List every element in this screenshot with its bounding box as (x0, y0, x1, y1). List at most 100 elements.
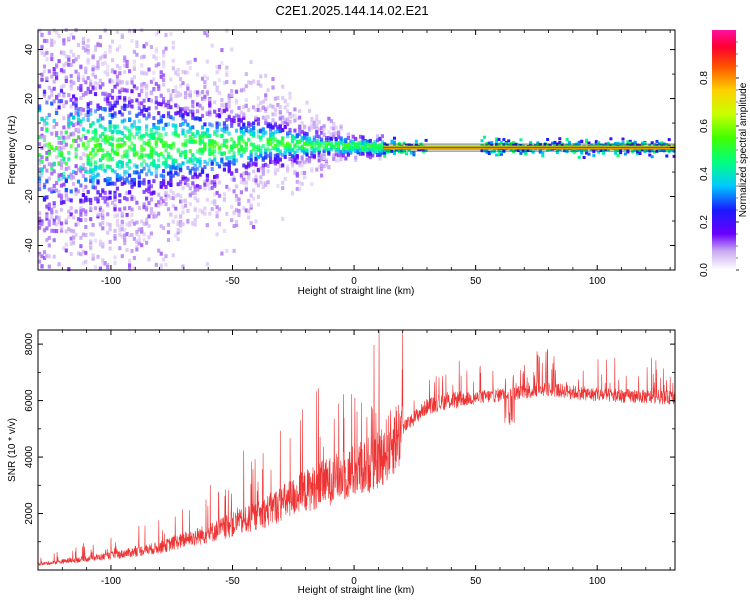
spectrogram-cell (166, 164, 171, 169)
spectrogram-cell (183, 149, 188, 154)
spectrogram-cell (98, 239, 102, 244)
spectrogram-cell (47, 85, 51, 90)
spectrogram-cell (339, 140, 343, 145)
x-tick-label: 50 (470, 576, 482, 587)
spectrogram-cell (222, 121, 226, 126)
spectrogram-cell (118, 165, 122, 170)
spectrogram-cell (298, 125, 302, 130)
spectrogram-cell (249, 122, 253, 127)
spectrogram-cell (110, 147, 115, 152)
spectrogram-cell (264, 180, 268, 185)
spectrogram-cell (152, 77, 156, 82)
spectrogram-cell (225, 80, 229, 84)
spectrogram-cell (234, 158, 239, 163)
spectrogram-cell (551, 141, 554, 145)
spectrogram-cell (582, 148, 586, 152)
spectrogram-cell (286, 134, 290, 139)
spectrogram-cell (179, 163, 183, 168)
spectrogram-cell (120, 181, 124, 186)
spectrogram-cell (254, 150, 258, 154)
spectrogram-cell (303, 150, 307, 155)
spectrogram-cell (230, 120, 234, 125)
spectrogram-cell (230, 172, 234, 176)
spectrogram-cell (203, 147, 207, 152)
spectrogram-cell (213, 109, 217, 114)
spectrogram-cell (322, 141, 326, 146)
spectrogram-cell (203, 97, 207, 102)
spectrogram-cell (565, 138, 569, 141)
spectrogram-cell (123, 227, 127, 232)
spectrogram-cell (587, 141, 591, 145)
spectrogram-cell (103, 107, 107, 112)
spectrogram-cell (237, 151, 241, 156)
spectrogram-cell (76, 78, 81, 82)
spectrogram-cell (115, 100, 119, 105)
spectrogram-cell (174, 233, 178, 238)
spectrogram-cell (244, 141, 248, 146)
spectrogram-cell (115, 82, 119, 87)
spectrogram-cell (196, 184, 200, 189)
spectrogram-cell (264, 130, 268, 135)
spectrogram-cell (142, 113, 146, 118)
spectrogram-cell (577, 155, 581, 159)
spectrogram-cell (52, 254, 56, 259)
spectrogram-cell (110, 124, 115, 129)
spectrogram-cell (193, 116, 197, 121)
spectrogram-cell (499, 141, 503, 144)
spectrogram-cell (278, 149, 282, 154)
spectrogram-cell (147, 257, 151, 262)
spectrogram-cell (47, 146, 51, 151)
spectrogram-cell (273, 167, 277, 172)
spectrogram-cell (147, 114, 151, 119)
spectrogram-cell (81, 188, 85, 193)
spectrogram-cell (125, 135, 129, 140)
spectrogram-cell (215, 141, 219, 146)
spectrogram-cell (244, 84, 248, 89)
spectrogram-cell (166, 171, 171, 176)
spectrogram-cell (264, 183, 268, 187)
spectrogram-cell (191, 153, 195, 158)
spectrogram-cell (40, 222, 44, 227)
spectrogram-cell (298, 163, 302, 168)
spectrogram-cell (499, 150, 503, 154)
spectrogram-cell (67, 165, 71, 170)
spectrogram-cell (69, 236, 73, 241)
spectrogram-cell (653, 150, 657, 154)
spectrogram-cell (393, 152, 396, 155)
spectrogram-cell (171, 58, 175, 63)
spectrogram-cell (191, 100, 195, 105)
spectrogram-cell (40, 167, 44, 172)
spectrogram-cell (45, 121, 49, 126)
spectrogram-cell (159, 152, 163, 156)
spectrogram-cell (186, 138, 190, 143)
spectrogram-cell (69, 98, 73, 102)
spectrogram-cell (232, 248, 236, 253)
spectrogram-cell (64, 248, 68, 253)
spectrogram-cell (137, 155, 141, 160)
spectrogram-cell (354, 148, 358, 153)
spectrogram-cell (256, 129, 260, 134)
spectrogram-cell (495, 137, 499, 141)
spectrogram-cell (298, 128, 302, 133)
spectrogram-cell (327, 165, 331, 169)
spectrogram-cell (213, 202, 217, 207)
spectrogram-cell (162, 154, 166, 159)
spectrogram-cell (234, 89, 239, 94)
spectrogram-cell (106, 265, 110, 269)
spectrogram-cell (256, 147, 260, 152)
spectrogram-cell (205, 59, 209, 64)
spectrogram-cell (252, 132, 256, 137)
spectrogram-cell (252, 177, 256, 182)
spectrogram-cell (140, 55, 144, 60)
spectrogram-cell (239, 173, 243, 178)
spectrogram-cell (64, 76, 68, 81)
spectrogram-cell (96, 180, 100, 185)
spectrogram-cell (256, 79, 260, 84)
spectrogram-cell (147, 168, 151, 173)
spectrogram-cell (59, 200, 64, 205)
spectrogram-cell (118, 66, 122, 70)
spectrogram-cell (232, 175, 236, 180)
spectrogram-cell (196, 102, 200, 107)
spectrogram-cell (76, 129, 81, 134)
